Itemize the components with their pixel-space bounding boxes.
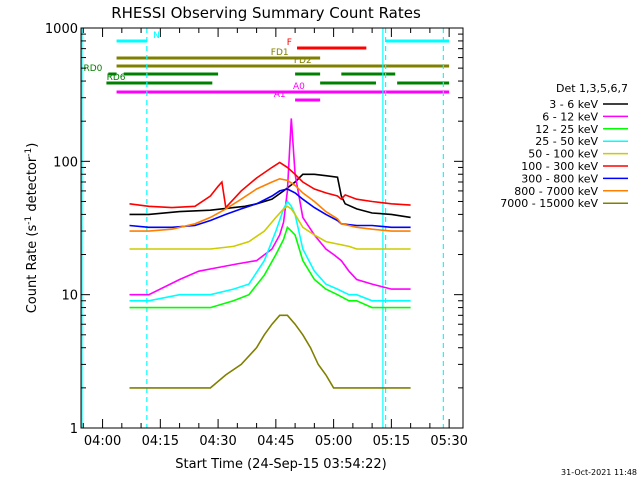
x-tick-label: 05:15 bbox=[373, 434, 410, 449]
series-line bbox=[129, 200, 411, 302]
reference-lines bbox=[81, 28, 444, 428]
y-tick-label: 1000 bbox=[45, 22, 78, 37]
y-axis-label: Count Rate (s-1 detector-1) bbox=[24, 143, 40, 314]
x-tick-label: 04:30 bbox=[199, 434, 236, 449]
series-line bbox=[129, 118, 411, 296]
series-line bbox=[129, 314, 411, 389]
flag-label: A0 bbox=[293, 82, 305, 92]
legend-label: 100 - 300 keV bbox=[521, 160, 598, 173]
flag-label: N bbox=[153, 31, 160, 41]
flag-label: RD6 bbox=[107, 73, 126, 83]
x-tick-label: 05:00 bbox=[315, 434, 352, 449]
legend-label: 6 - 12 keV bbox=[542, 110, 598, 123]
x-tick-label: 04:00 bbox=[84, 434, 121, 449]
flag-label: RD0 bbox=[83, 64, 102, 74]
legend-label: 7000 - 15000 keV bbox=[500, 197, 598, 210]
series-line bbox=[129, 173, 411, 219]
series-lines bbox=[129, 118, 411, 389]
legend-label: 300 - 800 keV bbox=[521, 172, 598, 185]
flag-label: A1 bbox=[274, 90, 286, 100]
series-line bbox=[129, 205, 411, 250]
legend-label: 800 - 7000 keV bbox=[514, 185, 598, 198]
y-tick-label: 10 bbox=[61, 289, 78, 304]
series-line bbox=[129, 161, 411, 210]
series-line bbox=[129, 177, 411, 232]
series-line bbox=[129, 188, 411, 229]
legend-label: 12 - 25 keV bbox=[535, 123, 598, 136]
x-axis-label: Start Time (24-Sep-15 03:54:22) bbox=[175, 457, 386, 472]
plot-frame bbox=[80, 27, 464, 429]
timestamp: 31-Oct-2021 11:48 bbox=[561, 468, 637, 477]
chart-title: RHESSI Observing Summary Count Rates bbox=[111, 4, 421, 22]
legend-label: 50 - 100 keV bbox=[528, 148, 598, 161]
y-axis-ticks: 1 10 100 1000 bbox=[45, 22, 463, 437]
legend-label: 25 - 50 keV bbox=[535, 135, 598, 148]
y-tick-label: 1 bbox=[70, 422, 78, 437]
flag-label: FD1 bbox=[271, 48, 289, 58]
detector-label: Det 1,3,5,6,7 bbox=[556, 82, 628, 95]
y-tick-label: 100 bbox=[53, 155, 78, 170]
series-line bbox=[129, 225, 411, 309]
x-tick-label: 04:45 bbox=[257, 434, 294, 449]
x-tick-label: 04:15 bbox=[142, 434, 179, 449]
flag-label: F bbox=[287, 38, 292, 48]
flag-label: FD2 bbox=[294, 56, 312, 66]
legend-label: 3 - 6 keV bbox=[549, 98, 598, 111]
x-tick-label: 05:30 bbox=[430, 434, 467, 449]
x-axis-ticks: 04:00 04:15 04:30 04:45 05:00 05:15 05:30 bbox=[82, 28, 468, 449]
